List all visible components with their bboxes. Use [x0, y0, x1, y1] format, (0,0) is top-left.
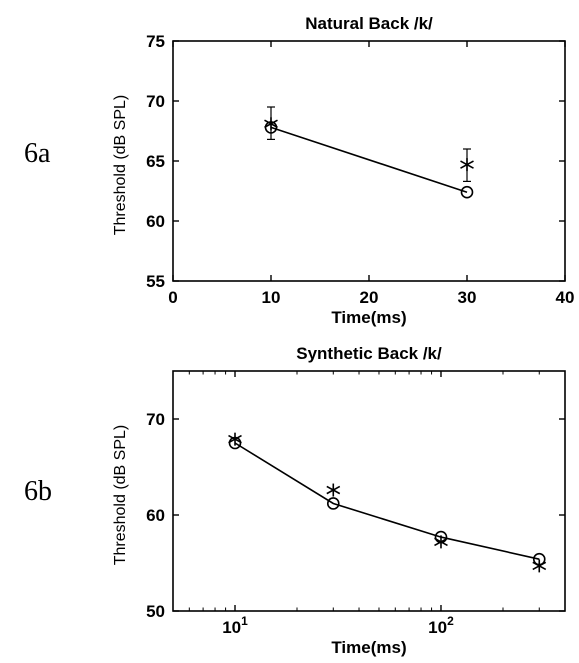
y-tick-label: 60 [146, 212, 165, 231]
y-tick-label: 50 [146, 602, 165, 621]
data-point-circle [326, 497, 340, 510]
plot-frame [172, 370, 566, 612]
chart-2: Synthetic Back /k/50 60 70 101 102 Time(ms) Th… [112, 344, 566, 657]
data-point-star [326, 483, 341, 497]
data-point-circle [460, 185, 474, 199]
series-line [270, 126, 468, 193]
chart-1: Natural Back /k/55 60 65 70 75 0 10 20 30 40 Time(… [112, 14, 574, 327]
y-tick-label: 65 [146, 152, 165, 171]
panel-label-6b: 6b [24, 476, 52, 507]
chart-title: Synthetic Back /k/ [296, 344, 442, 363]
x-axis-label: Time(ms) [331, 638, 406, 657]
data-point-star [228, 432, 242, 446]
x-tick-label: 102 [428, 614, 454, 637]
chart-title: Natural Back /k/ [305, 14, 433, 33]
x-tick-label: 30 [458, 288, 477, 307]
y-tick-label: 55 [146, 272, 165, 291]
x-tick-label: 101 [222, 614, 248, 637]
y-tick-label: 60 [146, 506, 165, 525]
x-axis-label: Time(ms) [331, 308, 406, 327]
data-point-star [532, 559, 547, 573]
x-tick-label: 40 [556, 288, 575, 307]
y-tick-label: 75 [146, 32, 165, 51]
data-point-star [434, 535, 448, 549]
data-point-star [264, 117, 278, 131]
plot-frame [172, 40, 566, 282]
y-tick-label: 70 [146, 410, 165, 429]
series-line [234, 442, 540, 560]
x-tick-label: 10 [262, 288, 281, 307]
panel-label-6a: 6a [24, 138, 51, 169]
y-tick-label: 70 [146, 92, 165, 111]
y-axis-label: Threshold (dB SPL) [112, 95, 129, 236]
y-axis-label: Threshold (dB SPL) [112, 425, 129, 566]
x-tick-label: 20 [360, 288, 379, 307]
x-tick-label: 0 [168, 288, 177, 307]
data-point-star [460, 158, 474, 172]
